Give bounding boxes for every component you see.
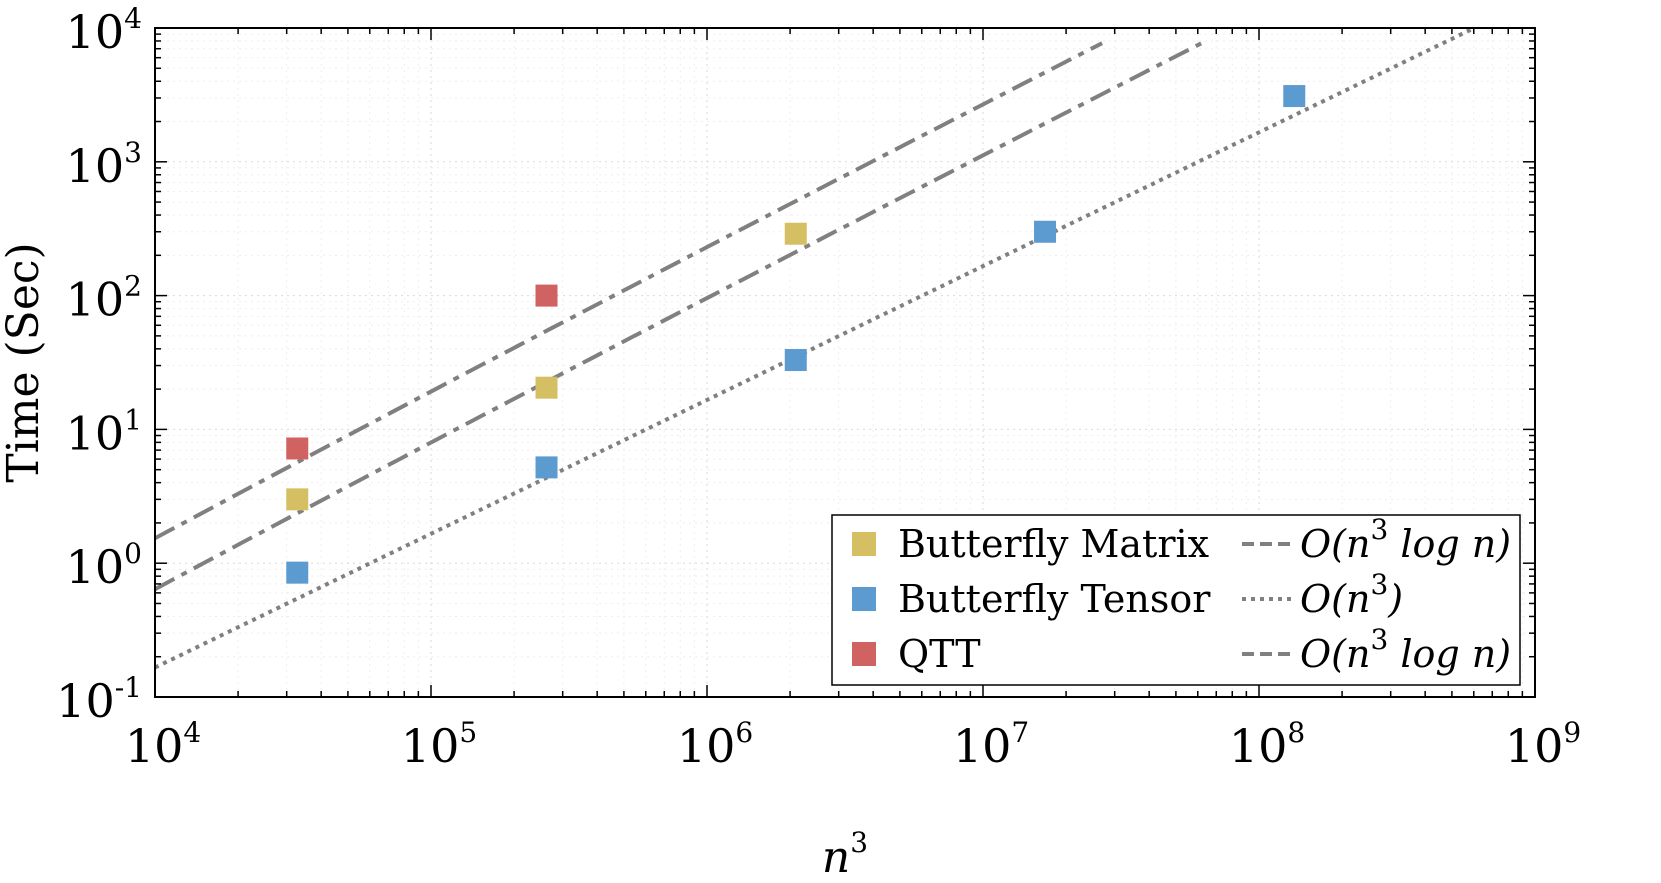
x-tick-label-exponent: 9 [1563, 716, 1581, 749]
y-tick-label: 104 [66, 2, 142, 59]
data-points [286, 85, 1306, 584]
y-tick-label: 10-1 [56, 671, 142, 728]
y-tick-label-base: 10 [66, 273, 125, 327]
point-butterfly-tensor [286, 561, 309, 584]
x-axis-title-base: n [822, 832, 850, 883]
y-tick-label-exponent: 3 [124, 136, 142, 169]
x-tick-label-exponent: 7 [1011, 716, 1029, 749]
x-axis-title-exponent: 3 [850, 826, 868, 859]
point-butterfly-tensor [1034, 220, 1057, 243]
x-tick-label: 105 [401, 716, 477, 773]
y-tick-label-base: 10 [66, 406, 125, 460]
x-tick-label: 104 [125, 716, 201, 773]
legend: Butterfly Matrix O(n3 log n)Butterfly Ten… [831, 513, 1521, 686]
point-butterfly-matrix [784, 222, 807, 245]
legend-label-qtt: QTT [898, 632, 981, 676]
legend-swatch-butterfly-matrix [852, 532, 876, 556]
point-qtt [535, 284, 558, 307]
legend-label-reference: O(n3 log n) [1300, 513, 1511, 566]
legend-label-exponent: 3 [1370, 568, 1388, 601]
y-tick-label-base: 10 [66, 139, 125, 193]
legend-label-reference: O(n3 log n) [1300, 623, 1511, 676]
x-tick-label-base: 10 [677, 719, 736, 773]
point-butterfly-tensor [784, 349, 807, 372]
x-tick-label-exponent: 4 [183, 716, 201, 749]
reference-line-1 [154, 41, 1104, 541]
legend-swatch-butterfly-tensor [852, 587, 876, 611]
point-butterfly-matrix [535, 376, 558, 399]
y-tick-label: 100 [66, 537, 142, 594]
legend-label-base: O(n [1300, 577, 1370, 621]
x-tick-label: 108 [1229, 716, 1305, 773]
x-tick-label: 107 [953, 716, 1029, 773]
y-tick-label: 101 [66, 403, 142, 460]
x-tick-label-base: 10 [953, 719, 1012, 773]
legend-label-tail: log n) [1388, 632, 1511, 676]
ticks [154, 28, 1535, 698]
y-tick-label-exponent: -1 [115, 671, 142, 704]
x-tick-label-base: 10 [125, 719, 184, 773]
legend-label-base: O(n [1300, 522, 1370, 566]
y-tick-label-base: 10 [56, 674, 115, 728]
y-tick-label-base: 10 [66, 5, 125, 59]
point-qtt [286, 437, 309, 460]
y-tick-label-exponent: 4 [124, 2, 142, 35]
y-tick-label-exponent: 0 [124, 537, 142, 570]
legend-label-exponent: 3 [1370, 623, 1388, 656]
x-axis-title: n3 [822, 826, 868, 883]
legend-label-butterfly-matrix: Butterfly Matrix [898, 522, 1209, 566]
legend-label-base: O(n [1300, 632, 1370, 676]
y-tick-label-base: 10 [66, 540, 125, 594]
reference-line-3 [154, 38, 1209, 592]
legend-label-tail: ) [1387, 577, 1403, 621]
x-tick-label-exponent: 5 [459, 716, 477, 749]
point-butterfly-tensor [535, 456, 558, 479]
x-tick-label-exponent: 6 [735, 716, 753, 749]
reference-lines [154, 26, 1475, 670]
plot-frame [154, 27, 1536, 698]
point-butterfly-matrix [286, 488, 309, 511]
y-tick-label: 103 [66, 136, 142, 193]
legend-box [831, 514, 1521, 686]
point-butterfly-tensor [1283, 85, 1306, 108]
y-tick-label-exponent: 1 [124, 403, 142, 436]
x-tick-label: 106 [677, 716, 753, 773]
y-axis-title: Time (Sec) [0, 242, 49, 482]
legend-label-butterfly-tensor: Butterfly Tensor [898, 577, 1211, 621]
x-tick-label: 109 [1505, 716, 1581, 773]
x-tick-label-base: 10 [401, 719, 460, 773]
x-tick-label-base: 10 [1505, 719, 1564, 773]
x-tick-label-base: 10 [1229, 719, 1288, 773]
x-tick-label-exponent: 8 [1287, 716, 1305, 749]
y-tick-label-exponent: 2 [124, 270, 142, 303]
legend-swatch-qtt [852, 642, 876, 666]
legend-label-exponent: 3 [1370, 513, 1388, 546]
y-tick-label: 102 [66, 270, 142, 327]
legend-label-reference: O(n3) [1300, 568, 1403, 621]
legend-label-tail: log n) [1388, 522, 1511, 566]
reference-line-2 [154, 26, 1475, 670]
